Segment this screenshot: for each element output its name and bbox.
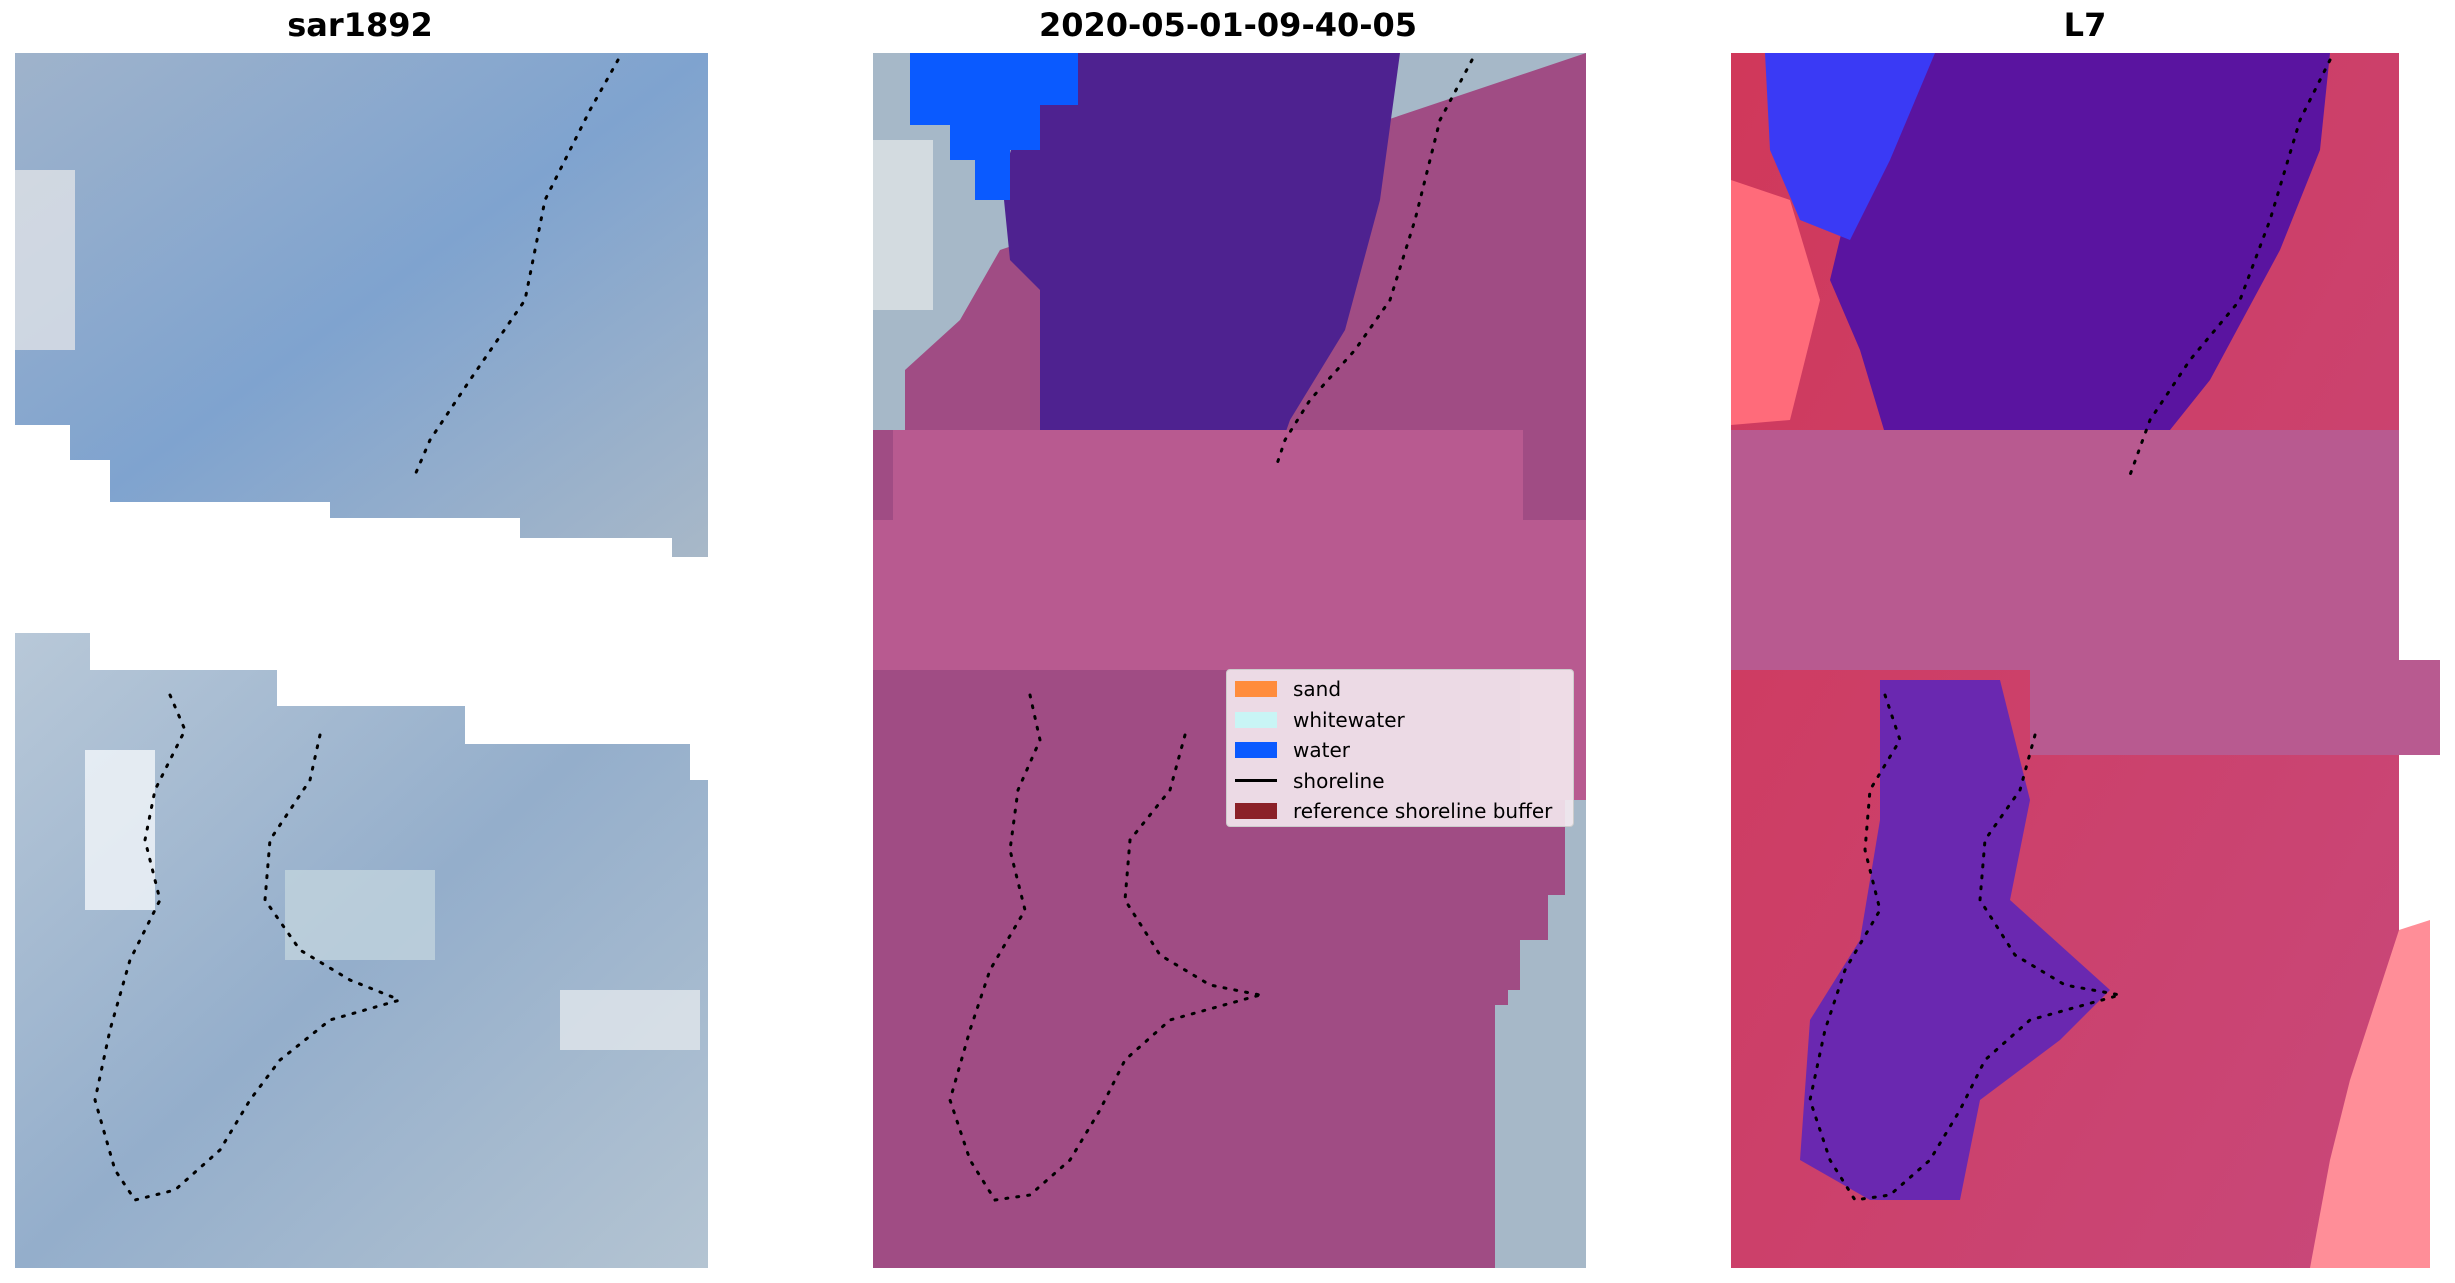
rgb-patch [873, 140, 933, 310]
legend-label: whitewater [1293, 707, 1405, 732]
shoreline-p3-bottom-left [1808, 693, 2122, 1202]
buffer-swatch [1235, 803, 1277, 820]
legend-item-water: water [1235, 735, 1565, 766]
legend-label: sand [1293, 677, 1342, 702]
rgb-image-top [15, 53, 708, 557]
l7-image-panel [1731, 53, 2440, 1268]
legend-item-sand: sand [1235, 674, 1565, 705]
whitewater-swatch [1235, 711, 1277, 728]
shoreline-swatch [1235, 779, 1277, 783]
l7-lower-purple [1800, 680, 2110, 1200]
buffer-band [1731, 430, 2399, 670]
legend-label: shoreline [1293, 768, 1385, 793]
l7-blue-region [1765, 53, 1935, 240]
l7-left-red [1731, 180, 1820, 425]
shoreline-p1-bottom-right [263, 733, 402, 1002]
shoreline-p2-bottom-right [1123, 733, 1262, 997]
bright-patch [85, 750, 155, 910]
bright-patch [285, 870, 435, 960]
water-class-blue [910, 53, 1078, 200]
panel-title-sar1892: sar1892 [287, 6, 433, 44]
panel-title-l7: L7 [2063, 6, 2107, 44]
bright-patch [15, 170, 75, 350]
shoreline-lines [93, 58, 2332, 1202]
water-class [1002, 53, 1400, 505]
legend-item-shoreline: shoreline [1235, 766, 1565, 797]
legend-item-whitewater: whitewater [1235, 705, 1565, 736]
shoreline-p3-top [2128, 58, 2332, 477]
legend: sand whitewater water shoreline referenc… [1226, 669, 1574, 827]
shoreline-p1-top [413, 58, 620, 477]
water-swatch [1235, 742, 1277, 759]
l7-right-bright [2310, 920, 2430, 1268]
legend-label: water [1293, 738, 1350, 763]
sand-swatch [1235, 681, 1277, 698]
shoreline-p2-top [1273, 58, 1474, 472]
buffer-band [893, 430, 1523, 550]
l7-purple-region [1830, 53, 2330, 505]
buffer-band [2030, 660, 2440, 755]
panel-title-date: 2020-05-01-09-40-05 [1038, 6, 1418, 44]
shoreline-p1-bottom-left [93, 693, 402, 1202]
shoreline-p2-bottom-left [948, 693, 1262, 1202]
legend-item-buffer: reference shoreline buffer [1235, 796, 1565, 827]
legend-label: reference shoreline buffer [1293, 799, 1553, 824]
classified-image-panel [873, 53, 1586, 1268]
bright-patch [560, 990, 700, 1050]
rgb-image-panel [15, 53, 708, 1268]
shoreline-p3-bottom-right [1978, 733, 2122, 997]
